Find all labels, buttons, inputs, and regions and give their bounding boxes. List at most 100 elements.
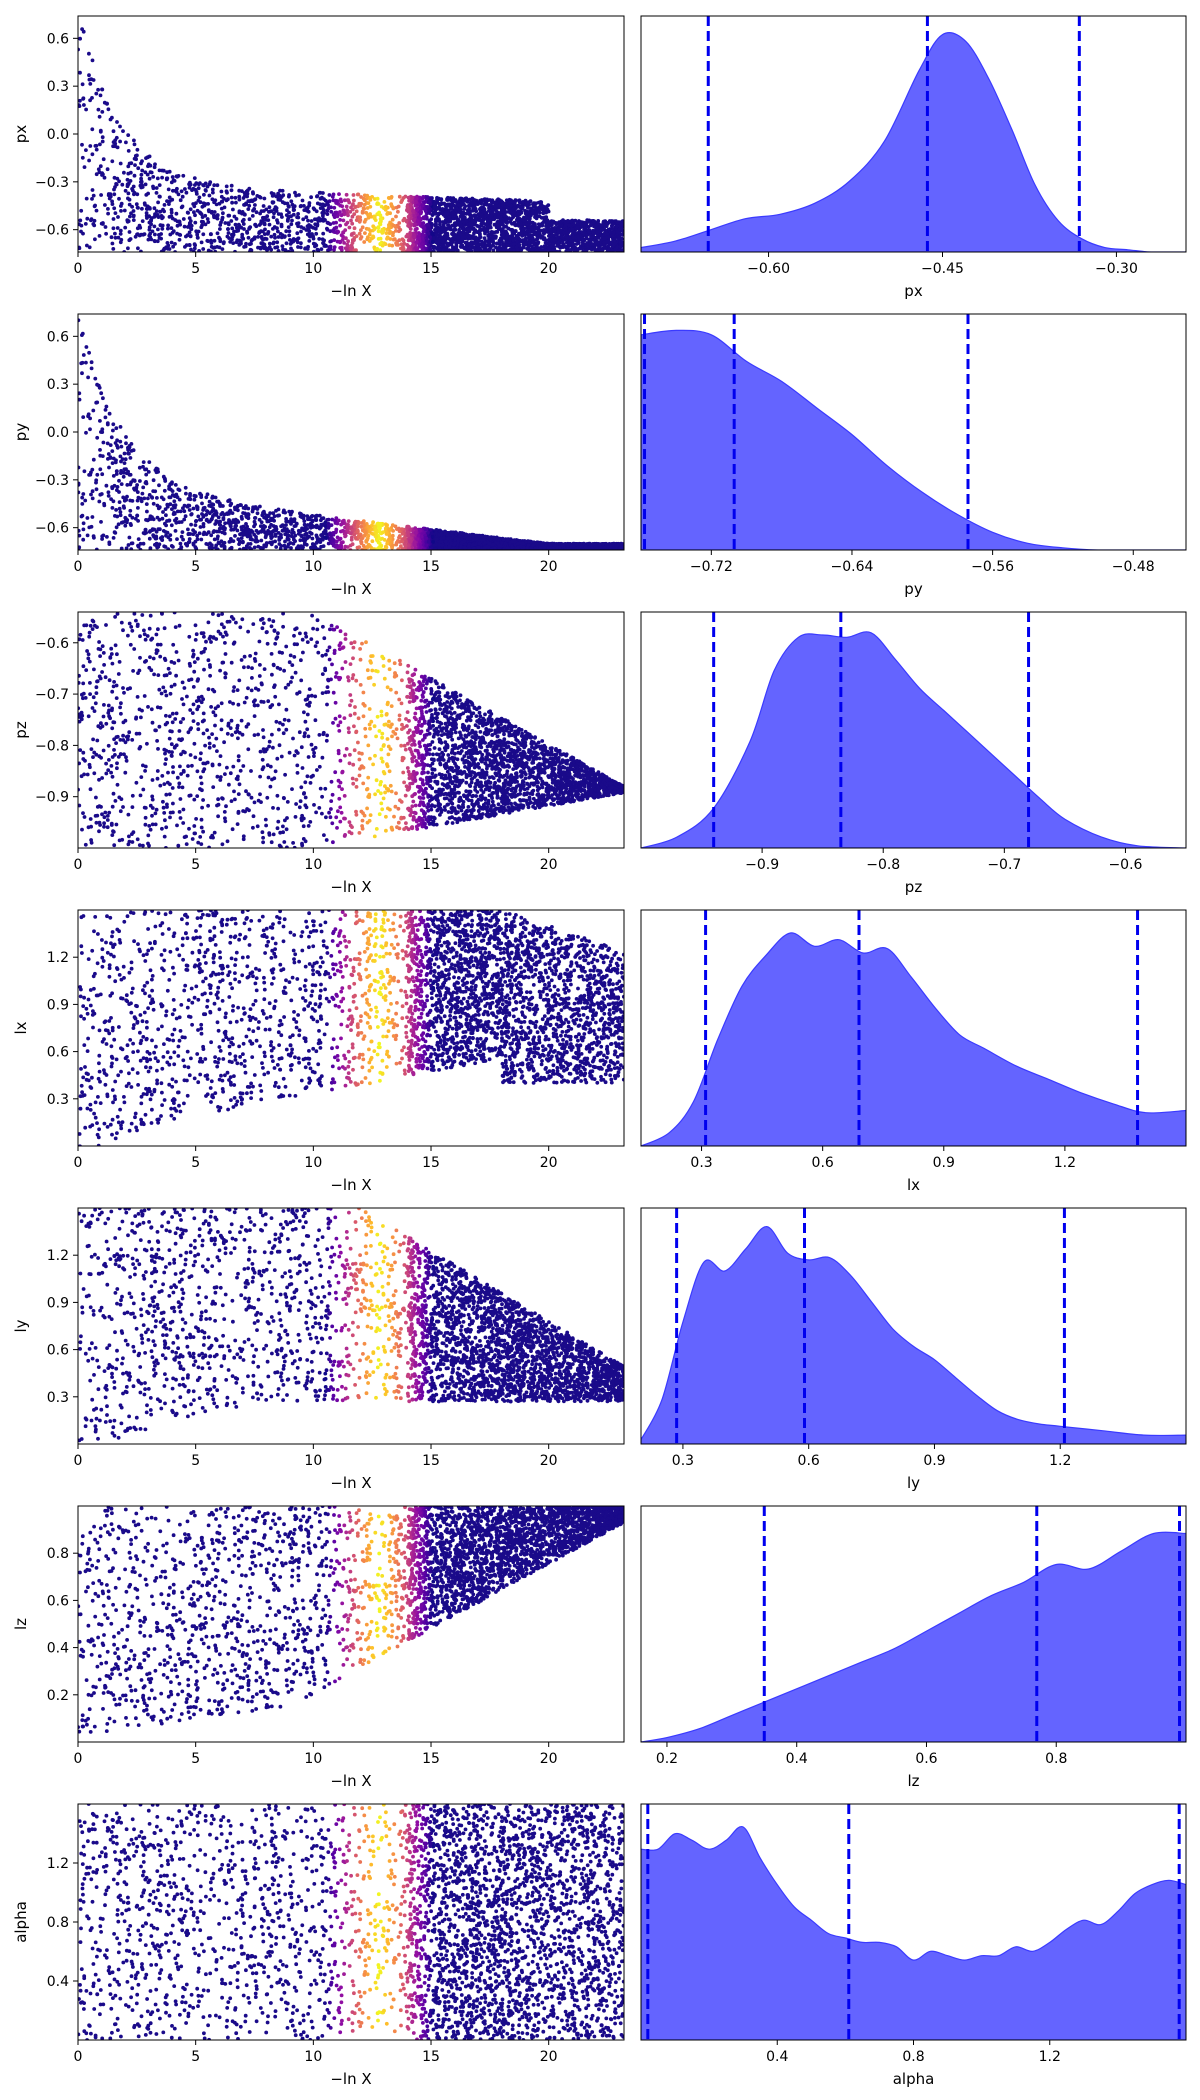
trace-point — [132, 138, 136, 143]
trace-point — [372, 216, 377, 221]
trace-point — [544, 204, 549, 209]
trace-point — [450, 223, 454, 228]
trace-point — [108, 443, 113, 447]
trace-point — [506, 216, 511, 221]
trace-point — [496, 247, 500, 252]
trace-point — [188, 207, 193, 212]
trace-point — [298, 245, 303, 250]
trace-point — [233, 249, 237, 252]
trace-point — [287, 194, 291, 199]
trace-point — [352, 198, 356, 203]
trace-point — [473, 235, 478, 240]
trace-point — [527, 247, 531, 252]
trace-point — [205, 184, 210, 189]
trace-point — [155, 239, 160, 244]
trace-point — [294, 521, 299, 526]
trace-point — [257, 223, 262, 227]
trace-point — [548, 227, 553, 232]
trace-point — [474, 247, 479, 252]
x-tick-label: 5 — [191, 261, 200, 277]
trace-point — [209, 244, 214, 249]
trace-point — [126, 246, 130, 251]
trace-point — [432, 205, 437, 209]
trace-point — [326, 248, 330, 252]
trace-point — [168, 232, 173, 237]
trace-point — [444, 206, 448, 211]
trace-point — [196, 186, 201, 191]
trace-point — [251, 236, 256, 241]
trace-point — [79, 514, 84, 519]
trace-point — [78, 246, 82, 251]
trace-point — [184, 234, 188, 239]
trace-point — [406, 238, 411, 243]
trace-point — [462, 211, 467, 216]
trace-point — [524, 200, 529, 205]
trace-point — [124, 435, 128, 439]
trace-point — [554, 249, 559, 252]
trace-point — [445, 197, 449, 201]
trace-point — [430, 222, 434, 226]
trace-point — [192, 246, 197, 251]
trace-point — [229, 219, 234, 223]
trace-point — [158, 209, 163, 214]
trace-point — [126, 191, 131, 196]
trace-point — [122, 451, 127, 456]
trace-point — [116, 235, 121, 240]
trace-point — [417, 231, 421, 235]
trace-point — [100, 139, 105, 144]
trace-point — [308, 234, 312, 239]
trace-point — [481, 245, 486, 250]
trace-point — [491, 230, 496, 235]
trace-point — [192, 242, 197, 247]
trace-point — [420, 196, 425, 201]
trace-point — [89, 77, 94, 82]
trace-point — [233, 534, 237, 538]
trace-point — [313, 226, 318, 231]
trace-point — [523, 231, 527, 236]
trace-point — [397, 238, 402, 243]
trace-point — [89, 366, 94, 371]
trace-point — [149, 170, 154, 175]
trace-point — [212, 213, 216, 218]
trace-point — [406, 223, 410, 228]
trace-point — [332, 238, 337, 243]
trace-point — [575, 222, 580, 227]
trace-point — [477, 235, 482, 240]
trace-point — [321, 216, 325, 221]
trace-point — [85, 243, 89, 248]
trace-point — [362, 240, 367, 244]
trace-point — [152, 206, 157, 211]
trace-point — [384, 231, 389, 236]
trace-point — [440, 225, 445, 230]
trace-point — [602, 243, 607, 248]
trace-point — [248, 225, 253, 230]
trace-point — [89, 492, 93, 497]
trace-point — [78, 98, 82, 103]
x-tick-label: 0 — [74, 261, 83, 277]
trace-point — [527, 241, 532, 245]
trace-point — [449, 205, 454, 209]
trace-point — [79, 229, 83, 234]
trace-point — [463, 240, 468, 245]
trace-point — [411, 218, 416, 223]
trace-point — [88, 144, 93, 148]
trace-point — [270, 200, 275, 205]
trace-point — [617, 236, 621, 241]
trace-point — [111, 217, 116, 221]
trace-point — [332, 205, 337, 210]
trace-point — [267, 205, 272, 210]
trace-point — [273, 205, 278, 210]
trace-point — [169, 207, 174, 212]
trace-point — [388, 229, 392, 234]
trace-point — [428, 249, 433, 252]
trace-point — [587, 237, 591, 242]
trace-point — [241, 196, 246, 200]
trace-point — [311, 234, 315, 239]
trace-point — [423, 209, 428, 213]
trace-point — [117, 179, 121, 184]
trace-point — [97, 114, 102, 119]
trace-point — [170, 197, 175, 202]
trace-point — [118, 232, 123, 236]
trace-point — [472, 198, 477, 202]
trace-point — [328, 244, 333, 249]
